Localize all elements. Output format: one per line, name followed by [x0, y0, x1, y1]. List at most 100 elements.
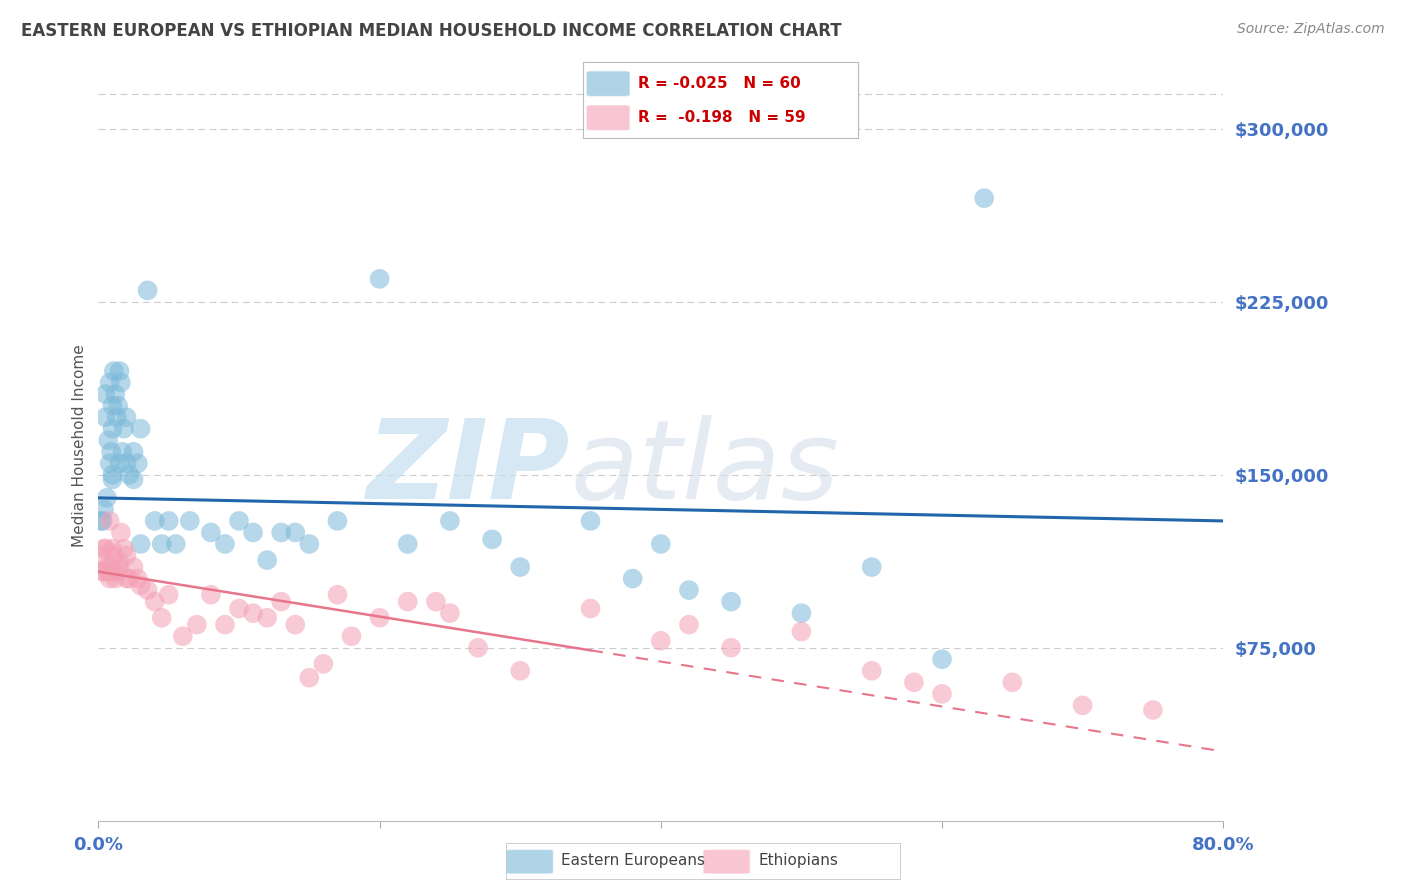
Point	[481, 533, 503, 547]
Text: R =  -0.198   N = 59: R = -0.198 N = 59	[638, 111, 806, 125]
FancyBboxPatch shape	[586, 70, 630, 96]
Point	[326, 514, 349, 528]
Point	[93, 541, 115, 556]
Point	[256, 611, 278, 625]
Point	[467, 640, 489, 655]
Point	[860, 664, 883, 678]
Point	[111, 444, 134, 458]
Point	[1142, 703, 1164, 717]
Point	[172, 629, 194, 643]
Text: EASTERN EUROPEAN VS ETHIOPIAN MEDIAN HOUSEHOLD INCOME CORRELATION CHART: EASTERN EUROPEAN VS ETHIOPIAN MEDIAN HOU…	[21, 22, 842, 40]
Point	[93, 502, 115, 516]
Point	[136, 583, 159, 598]
Point	[298, 537, 321, 551]
Point	[108, 560, 131, 574]
Point	[104, 387, 127, 401]
Point	[720, 594, 742, 608]
Point	[115, 572, 138, 586]
Point	[101, 467, 124, 482]
Point	[127, 456, 149, 470]
Point	[150, 537, 173, 551]
Point	[439, 606, 461, 620]
Point	[97, 565, 120, 579]
Point	[200, 588, 222, 602]
Point	[122, 472, 145, 486]
Point	[118, 467, 141, 482]
Point	[425, 594, 447, 608]
Point	[150, 611, 173, 625]
Point	[108, 556, 131, 570]
Point	[103, 549, 125, 563]
Point	[165, 537, 187, 551]
Point	[94, 410, 117, 425]
Point	[242, 525, 264, 540]
Point	[200, 525, 222, 540]
Point	[98, 456, 121, 470]
Point	[96, 560, 118, 574]
Point	[112, 422, 135, 436]
Point	[94, 541, 117, 556]
Y-axis label: Median Household Income: Median Household Income	[72, 344, 87, 548]
Point	[242, 606, 264, 620]
Point	[326, 588, 349, 602]
Text: Eastern Europeans: Eastern Europeans	[561, 854, 706, 868]
Point	[112, 541, 135, 556]
Point	[93, 565, 115, 579]
Point	[136, 284, 159, 298]
Point	[122, 560, 145, 574]
Point	[118, 572, 141, 586]
Point	[214, 617, 236, 632]
Text: Ethiopians: Ethiopians	[758, 854, 838, 868]
Point	[157, 514, 180, 528]
Point	[103, 364, 125, 378]
Point	[129, 578, 152, 592]
Point	[270, 594, 292, 608]
Point	[98, 376, 121, 390]
Point	[439, 514, 461, 528]
Point	[284, 525, 307, 540]
Point	[110, 525, 132, 540]
Point	[115, 410, 138, 425]
Point	[100, 444, 122, 458]
Point	[90, 514, 112, 528]
Point	[270, 525, 292, 540]
Point	[94, 387, 117, 401]
Point	[860, 560, 883, 574]
Point	[104, 572, 127, 586]
Point	[678, 583, 700, 598]
Point	[396, 594, 419, 608]
Point	[973, 191, 995, 205]
Point	[621, 572, 644, 586]
Point	[931, 687, 953, 701]
Point	[115, 549, 138, 563]
Point	[228, 514, 250, 528]
Point	[1001, 675, 1024, 690]
Point	[368, 611, 391, 625]
Point	[214, 537, 236, 551]
Point	[122, 444, 145, 458]
Point	[179, 514, 201, 528]
Point	[143, 514, 166, 528]
Point	[143, 594, 166, 608]
Point	[98, 514, 121, 528]
Point	[678, 617, 700, 632]
Point	[129, 537, 152, 551]
Point	[101, 565, 124, 579]
Point	[110, 376, 132, 390]
Point	[127, 572, 149, 586]
Point	[312, 657, 335, 671]
Point	[108, 364, 131, 378]
Point	[101, 541, 124, 556]
Point	[368, 272, 391, 286]
Point	[107, 399, 129, 413]
Point	[105, 410, 128, 425]
Point	[105, 565, 128, 579]
Text: ZIP: ZIP	[367, 415, 571, 522]
Point	[1071, 698, 1094, 713]
Point	[101, 472, 124, 486]
Point	[115, 456, 138, 470]
Point	[228, 601, 250, 615]
Point	[101, 399, 124, 413]
Text: R = -0.025   N = 60: R = -0.025 N = 60	[638, 76, 801, 91]
Point	[90, 549, 112, 563]
